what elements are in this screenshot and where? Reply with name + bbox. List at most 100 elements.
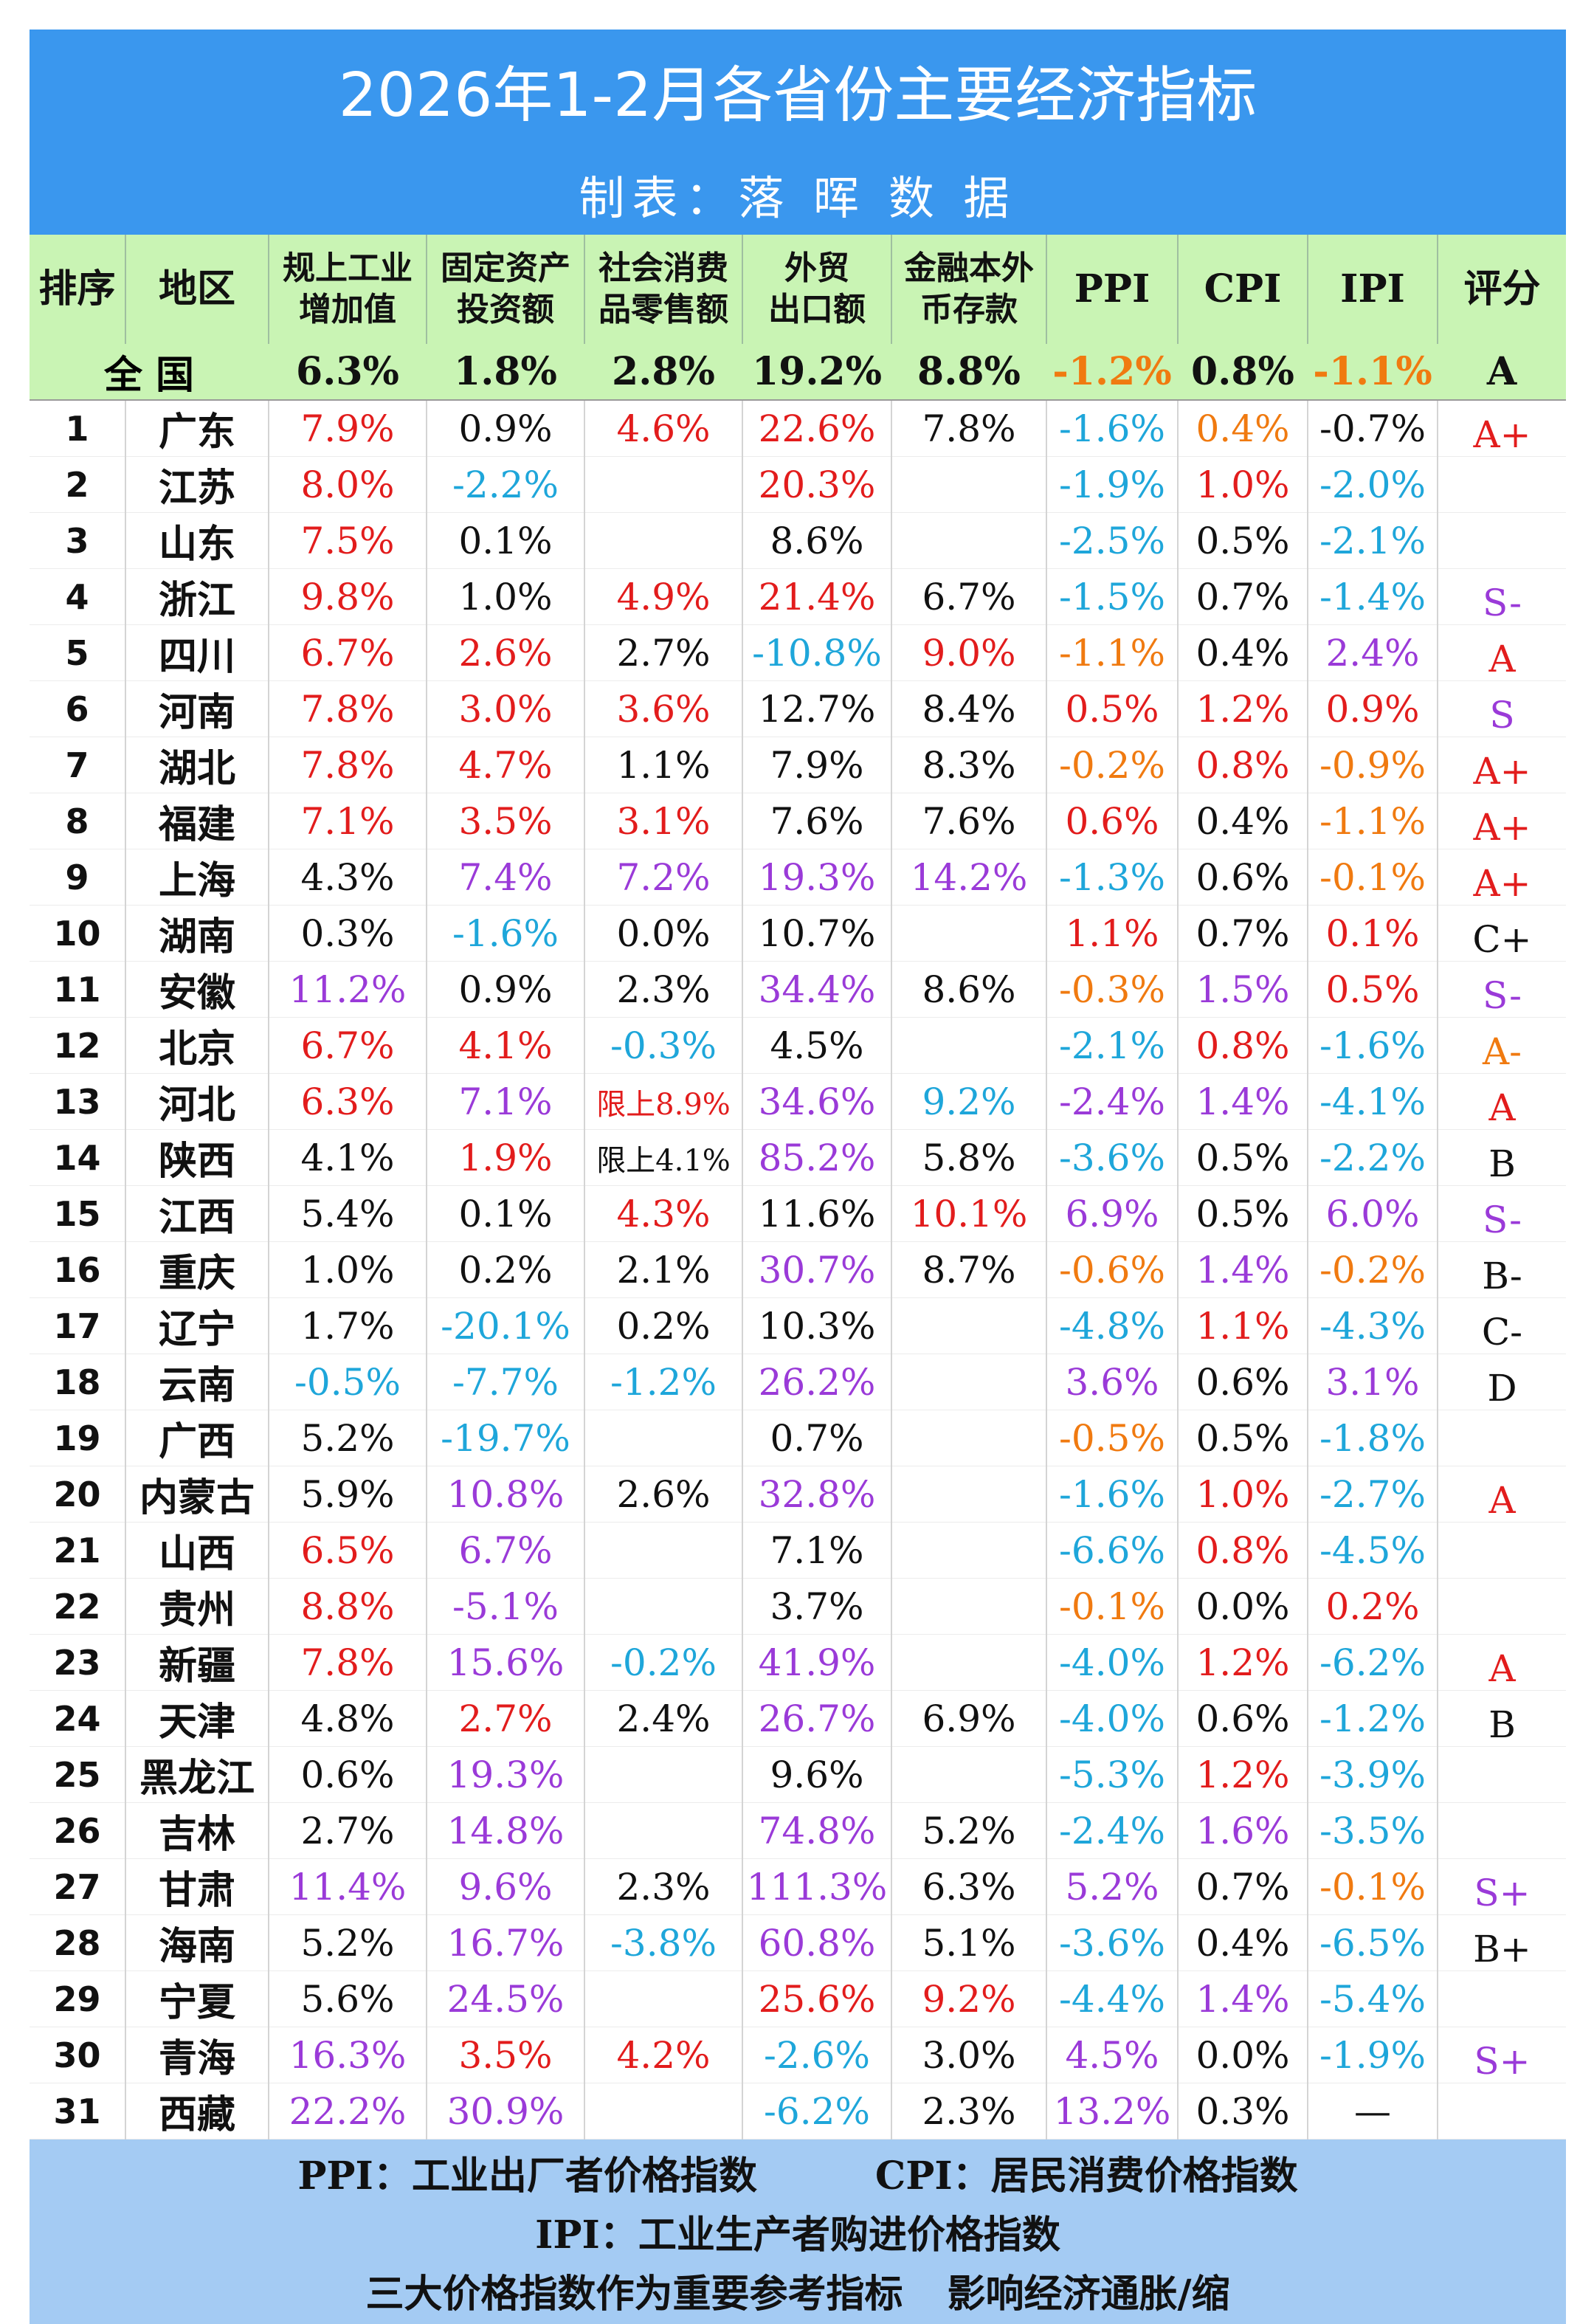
cell-region: 青海 (125, 2027, 269, 2083)
cell-rating (1437, 512, 1566, 569)
cell-deposits: 2.3% (891, 2083, 1046, 2139)
cell-rating (1437, 456, 1566, 513)
cell-rank: 31 (30, 2083, 125, 2139)
cell-rank: 15 (30, 1185, 125, 1242)
cell-deposits: 5.2% (891, 1802, 1046, 1859)
col-header-retail-l1: 社会消费 (598, 249, 728, 287)
table-row: 27 甘肃 11.4% 9.6% 2.3% 111.3% 6.3% 5.2% 0.7% -0.1%… (30, 1858, 1566, 1915)
col-header-investment-l1: 固定资产 (441, 249, 570, 287)
cell-exports: -10.8% (742, 624, 891, 681)
cell-industry: 6.7% (268, 624, 427, 681)
cell-rank: 9 (30, 849, 125, 906)
footer-line-1: PPI：工业出厂者价格指数 CPI：居民消费价格指数 (30, 2147, 1566, 2206)
cell-exports: 10.3% (742, 1297, 891, 1354)
col-header-rating: 评分 (1437, 235, 1566, 344)
col-header-rank: 排序 (30, 235, 125, 344)
national-deposits: 8.8% (891, 344, 1046, 401)
cell-rating (1437, 1578, 1566, 1635)
cell-cpi: 1.1% (1177, 1297, 1308, 1354)
cell-cpi: 0.4% (1177, 624, 1308, 681)
table-row: 24 天津 4.8% 2.7% 2.4% 26.7% 6.9% -4.0% 0.6% -1.2% B (30, 1690, 1566, 1747)
col-header-industry: 规上工业 增加值 (268, 235, 427, 344)
cell-cpi: 0.8% (1177, 1017, 1308, 1074)
cell-region: 宁夏 (125, 1970, 269, 2027)
cell-exports: 20.3% (742, 456, 891, 513)
cell-rating: S (1437, 680, 1566, 737)
cell-exports: 111.3% (742, 1858, 891, 1915)
table-row: 22 贵州 8.8% -5.1% 3.7% -0.1% 0.0% 0.2% (30, 1578, 1566, 1635)
national-rating: A (1438, 344, 1566, 401)
cell-industry: 5.2% (268, 1914, 427, 1971)
cell-deposits: 5.8% (891, 1129, 1046, 1186)
cell-ppi: -4.4% (1046, 1970, 1178, 2027)
cell-investment: 24.5% (426, 1970, 584, 2027)
cpi-definition: CPI：居民消费价格指数 (874, 2154, 1298, 2199)
cell-region: 西藏 (125, 2083, 269, 2139)
cell-rating: S- (1437, 1185, 1566, 1242)
cell-retail: -1.2% (584, 1354, 742, 1410)
cell-ppi: -5.3% (1046, 1746, 1178, 1803)
col-header-exports-l2: 出口额 (768, 291, 866, 328)
cell-ppi: -0.1% (1046, 1578, 1178, 1635)
national-retail: 2.8% (584, 344, 742, 401)
cell-retail (584, 2083, 742, 2139)
legend-footer: PPI：工业出厂者价格指数 CPI：居民消费价格指数 IPI：工业生产者购进价格指… (30, 2139, 1566, 2324)
cell-industry: 6.3% (268, 1073, 427, 1130)
cell-retail (584, 512, 742, 569)
cell-investment: 6.7% (426, 1522, 584, 1579)
cell-exports: -2.6% (742, 2027, 891, 2083)
cell-ppi: -1.1% (1046, 624, 1178, 681)
cell-retail: 2.6% (584, 1466, 742, 1523)
cell-ipi: -5.4% (1307, 1970, 1438, 2027)
page-subtitle: 制表：落 晖 数 据 (30, 162, 1566, 235)
cell-deposits: 14.2% (891, 849, 1046, 906)
cell-rating (1437, 1970, 1566, 2027)
cell-industry: 0.6% (268, 1746, 427, 1803)
cell-rank: 10 (30, 905, 125, 962)
cell-ppi: -2.4% (1046, 1802, 1178, 1859)
cell-rank: 30 (30, 2027, 125, 2083)
cell-exports: 19.3% (742, 849, 891, 906)
cell-cpi: 0.8% (1177, 737, 1308, 793)
cell-industry: 7.8% (268, 1634, 427, 1691)
table-body: 1 广东 7.9% 0.9% 4.6% 22.6% 7.8% -1.6% 0.4% -0.7% A+… (30, 400, 1566, 2139)
cell-exports: 34.6% (742, 1073, 891, 1130)
cell-rating (1437, 2083, 1566, 2139)
national-investment: 1.8% (427, 344, 584, 401)
cell-rank: 12 (30, 1017, 125, 1074)
cell-cpi: 0.0% (1177, 2027, 1308, 2083)
cell-investment: 15.6% (426, 1634, 584, 1691)
cell-ipi: -4.3% (1307, 1297, 1438, 1354)
cell-ipi: 0.1% (1307, 905, 1438, 962)
cell-deposits (891, 1466, 1046, 1523)
cell-rank: 21 (30, 1522, 125, 1579)
cell-deposits (891, 1578, 1046, 1635)
cell-investment: 19.3% (426, 1746, 584, 1803)
cell-retail: 1.1% (584, 737, 742, 793)
cell-rating (1437, 1410, 1566, 1466)
cell-industry: 5.9% (268, 1466, 427, 1523)
cell-rank: 13 (30, 1073, 125, 1130)
cell-deposits (891, 1354, 1046, 1410)
cell-rating: C- (1437, 1297, 1566, 1354)
cell-exports: 7.1% (742, 1522, 891, 1579)
table-row: 1 广东 7.9% 0.9% 4.6% 22.6% 7.8% -1.6% 0.4% -0.7% A+ (30, 400, 1566, 457)
cell-deposits: 7.8% (891, 400, 1046, 457)
cell-rating: B+ (1437, 1914, 1566, 1971)
cell-rating (1437, 1522, 1566, 1579)
cell-region: 贵州 (125, 1578, 269, 1635)
cell-retail: 2.4% (584, 1690, 742, 1747)
cell-rank: 2 (30, 456, 125, 513)
cell-cpi: 0.7% (1177, 905, 1308, 962)
cell-ppi: -4.8% (1046, 1297, 1178, 1354)
cell-retail (584, 456, 742, 513)
cell-ipi: -0.9% (1307, 737, 1438, 793)
cell-region: 广东 (125, 400, 269, 457)
cell-retail (584, 1970, 742, 2027)
table-row: 9 上海 4.3% 7.4% 7.2% 19.3% 14.2% -1.3% 0.6% -0.1% A… (30, 849, 1566, 906)
cell-rating: S- (1437, 568, 1566, 625)
national-label: 全 国 (30, 344, 269, 401)
cell-ipi: -0.7% (1307, 400, 1438, 457)
cell-industry: 9.8% (268, 568, 427, 625)
footer-line-2: IPI：工业生产者购进价格指数 (30, 2206, 1566, 2265)
